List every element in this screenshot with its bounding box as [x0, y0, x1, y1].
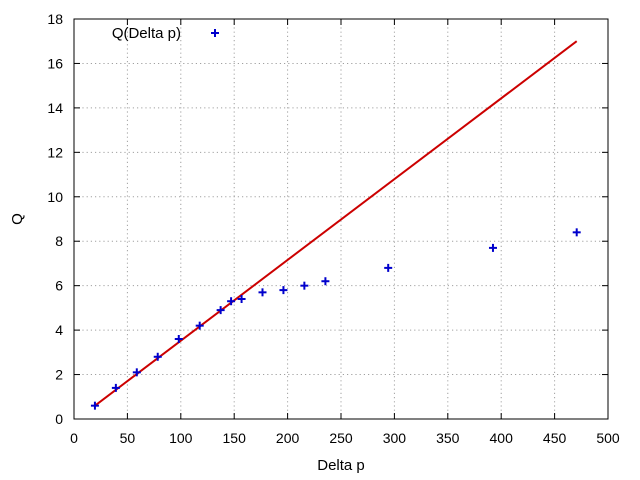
legend-label: Q(Delta p) — [112, 25, 181, 42]
fit-line — [94, 40, 578, 407]
y-tick-label: 16 — [47, 55, 63, 71]
y-tick-label: 4 — [55, 322, 63, 338]
y-tick-label: 12 — [47, 144, 63, 160]
data-point — [195, 321, 204, 330]
x-tick-label: 200 — [276, 430, 300, 446]
data-point — [258, 288, 267, 297]
x-axis-label: Delta p — [317, 457, 365, 474]
data-point — [227, 297, 236, 306]
x-tick-label: 250 — [329, 430, 353, 446]
data-point — [384, 263, 393, 272]
x-tick-label: 450 — [543, 430, 567, 446]
data-point — [488, 243, 497, 252]
y-tick-label: 10 — [47, 189, 63, 205]
x-tick-label: 150 — [223, 430, 247, 446]
x-tick-label: 50 — [120, 430, 136, 446]
data-point — [174, 335, 183, 343]
x-tick-labels: 0 50 100 150 200 250 300 350 400 450 500 — [70, 430, 620, 446]
y-axis-label: Q — [9, 213, 26, 225]
y-tick-label: 14 — [47, 100, 63, 116]
data-point — [237, 295, 246, 303]
x-tick-label: 350 — [436, 430, 460, 446]
legend-marker-plus — [211, 29, 219, 37]
data-point — [216, 306, 225, 315]
y-tick-label: 6 — [55, 278, 63, 294]
data-point — [90, 401, 99, 410]
grid-lines — [74, 19, 608, 419]
y-tick-label: 18 — [47, 11, 63, 27]
axis-ticks — [73, 18, 609, 420]
y-tick-label: 0 — [55, 411, 63, 427]
y-tick-label: 2 — [55, 367, 63, 383]
data-point — [321, 277, 330, 286]
x-tick-label: 100 — [169, 430, 193, 446]
data-point — [132, 368, 141, 377]
x-tick-label: 300 — [383, 430, 407, 446]
data-point — [279, 286, 288, 295]
x-tick-label: 0 — [70, 430, 78, 446]
data-point — [153, 352, 162, 361]
data-point — [111, 383, 120, 392]
y-tick-labels: 0 2 4 6 8 10 12 14 16 18 — [47, 11, 63, 427]
legend: Q(Delta p) — [112, 25, 219, 42]
data-point — [300, 281, 309, 290]
series-layer — [90, 40, 581, 410]
legend-marker — [211, 29, 219, 37]
x-tick-label: 400 — [490, 430, 514, 446]
x-tick-label: 500 — [596, 430, 620, 446]
data-point — [572, 228, 581, 237]
y-tick-label: 8 — [55, 233, 63, 249]
